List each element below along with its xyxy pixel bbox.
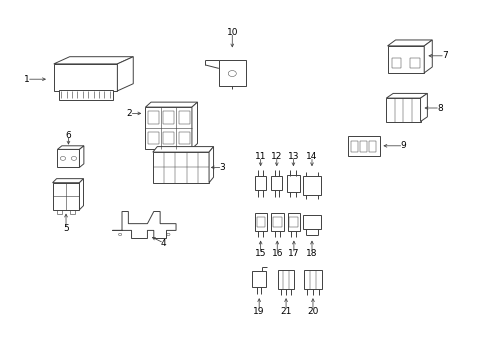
Polygon shape [53,179,83,183]
Bar [289,217,298,228]
Text: 7: 7 [441,51,447,60]
Text: 17: 17 [287,249,299,258]
Text: 9: 9 [400,141,406,150]
Bar [286,175,300,192]
Polygon shape [386,46,423,73]
Bar [163,111,174,123]
Bar [368,141,375,152]
Text: 16: 16 [271,249,283,258]
Bar [278,270,293,289]
Text: 6: 6 [65,130,71,139]
Bar [179,111,189,123]
Bar [270,213,283,231]
Bar [302,215,321,229]
Bar [179,132,189,144]
Polygon shape [145,102,197,107]
Polygon shape [54,57,133,64]
Bar [272,217,281,228]
Bar [303,270,322,289]
Polygon shape [58,146,84,149]
Polygon shape [152,152,209,183]
Bar [409,58,419,68]
Text: 15: 15 [254,249,266,258]
Polygon shape [79,179,83,210]
Bar [218,60,245,85]
Text: 19: 19 [253,307,264,316]
Polygon shape [58,149,80,167]
Polygon shape [117,57,133,91]
Text: 13: 13 [287,152,299,161]
Polygon shape [54,64,117,91]
Polygon shape [145,107,191,148]
Bar [252,271,265,287]
Polygon shape [59,90,112,100]
Text: 14: 14 [305,152,317,161]
Polygon shape [80,146,84,167]
Bar [255,175,265,190]
Text: 10: 10 [226,28,238,37]
Polygon shape [209,147,213,183]
Text: 11: 11 [254,152,266,161]
Polygon shape [423,40,431,73]
Polygon shape [386,40,431,46]
Bar [147,111,158,123]
Bar [391,58,401,68]
Polygon shape [420,93,427,122]
Text: 20: 20 [306,307,318,316]
Bar [256,217,264,228]
Bar [254,213,266,231]
Text: 18: 18 [305,249,317,258]
Bar [350,141,357,152]
Bar [302,176,321,195]
Text: 4: 4 [161,238,166,248]
Polygon shape [53,183,79,210]
Text: 1: 1 [24,75,30,84]
Bar [287,213,300,231]
Polygon shape [386,93,427,98]
Text: 5: 5 [63,224,69,233]
Polygon shape [112,211,176,238]
Polygon shape [191,102,197,148]
Bar [147,132,158,144]
Polygon shape [152,147,213,152]
Text: 21: 21 [280,307,291,316]
Bar [359,141,366,152]
Bar [271,175,282,190]
Polygon shape [347,136,380,156]
Polygon shape [386,98,420,122]
Bar [163,132,174,144]
Text: 2: 2 [126,109,132,118]
Text: 3: 3 [219,163,225,172]
Text: 12: 12 [270,152,282,161]
Text: 8: 8 [436,104,442,112]
